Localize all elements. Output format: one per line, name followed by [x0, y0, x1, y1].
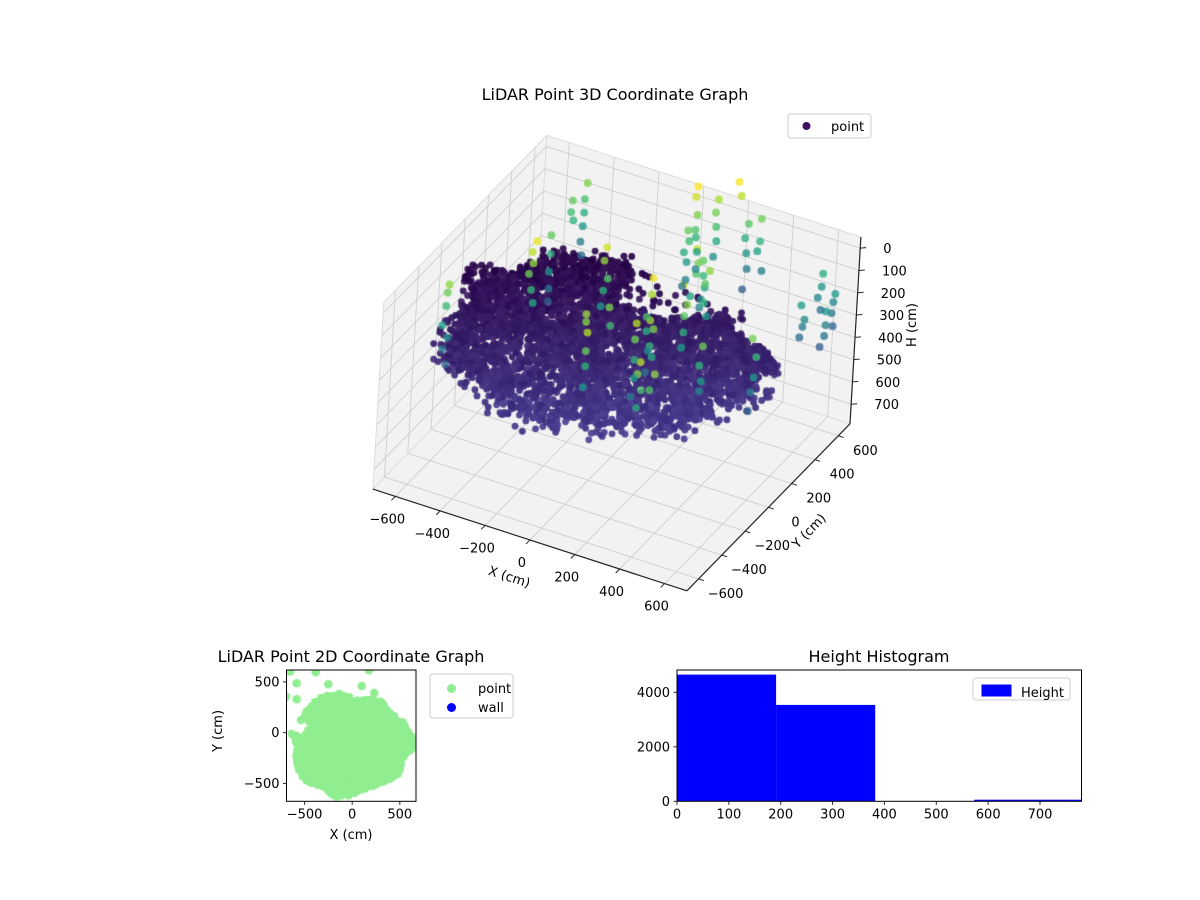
tick-label: 4000 [637, 686, 670, 701]
tick-label: 0 [791, 515, 799, 530]
tick-label: 600 [853, 444, 878, 459]
tick-label: 400 [830, 468, 855, 483]
tick-mark [856, 314, 863, 316]
tick-label: 600 [876, 376, 901, 391]
tick-label: 200 [554, 571, 579, 586]
tick-mark [858, 269, 865, 271]
tick-label: −600 [369, 512, 405, 527]
tick-mark [660, 583, 665, 588]
tick-label: −200 [754, 539, 790, 554]
histogram-title: Height Histogram [809, 647, 950, 666]
tick-mark [838, 435, 844, 438]
tick-mark [814, 459, 821, 462]
tick-label: 0 [271, 726, 279, 741]
histogram-axes-spine [676, 669, 1082, 802]
tick-mark [615, 568, 620, 574]
tick-label: 500 [387, 807, 412, 822]
tick-mark [853, 358, 860, 361]
tick-label: 2000 [637, 740, 670, 755]
plot2d-legend-point-marker [447, 684, 456, 693]
plot3d-title: LiDAR Point 3D Coordinate Graph [482, 85, 749, 104]
tick-label: 600 [644, 600, 669, 615]
plot3d-h-axis-label: H (cm) [905, 303, 920, 347]
tick-mark [745, 530, 751, 534]
plot2d-axes-spine [286, 669, 417, 802]
plot3d-legend: point [787, 113, 872, 139]
tick-mark [857, 291, 864, 294]
plot3d-legend-point-marker [802, 122, 811, 130]
tick-mark [852, 380, 859, 383]
tick-label: 300 [879, 309, 904, 324]
tick-mark [435, 510, 441, 516]
tick-mark [860, 247, 867, 249]
tick-label: 0 [348, 807, 356, 822]
tick-label: 200 [806, 492, 831, 507]
tick-label: 500 [877, 354, 902, 369]
plot2d-x-axis-label: X (cm) [330, 828, 373, 843]
tick-label: 700 [874, 398, 899, 413]
histogram-legend-swatch [981, 684, 1012, 697]
tick-label: 100 [882, 265, 907, 280]
tick-label: 400 [599, 585, 624, 600]
plot2d-ticks: −500 0 500 −500 0 500 [244, 675, 412, 822]
tick-label: 100 [716, 807, 741, 822]
tick-label: −200 [459, 541, 495, 556]
tick-label: 400 [878, 331, 903, 346]
tick-label: 300 [820, 807, 845, 822]
tick-label: 500 [924, 807, 949, 822]
tick-label: −400 [414, 527, 450, 542]
tick-mark [791, 482, 798, 486]
histogram-ticks: 0 100 200 300 400 500 600 700 0 2000 4000 [637, 686, 1053, 823]
tick-mark [855, 336, 862, 338]
plot3d-ticks: −600−400−2000200400600−600−400−200020040… [369, 242, 906, 614]
plot3d-legend-box [787, 113, 872, 139]
tick-mark [391, 495, 396, 501]
tick-mark [570, 554, 576, 559]
tick-label: 0 [673, 807, 681, 822]
tick-label: −500 [244, 777, 280, 792]
plot2d-y-axis-label: Y (cm) [211, 710, 226, 753]
plot2d-legend: point wall [429, 673, 514, 719]
tick-mark [698, 578, 704, 582]
tick-mark [768, 506, 774, 510]
tick-label: −600 [708, 587, 744, 602]
tick-label: 600 [976, 807, 1001, 822]
tick-label: 0 [662, 795, 670, 810]
plot2d-legend-point-label: point [478, 682, 511, 697]
tick-label: 700 [1028, 807, 1053, 822]
histogram-legend: Height [972, 677, 1071, 701]
tick-label: 200 [881, 287, 906, 302]
tick-mark [851, 403, 858, 405]
plot2d-legend-wall-label: wall [478, 701, 504, 716]
histogram-legend-label: Height [1021, 686, 1064, 701]
plot3d-legend-point-label: point [831, 120, 864, 135]
tick-label: 400 [872, 807, 897, 822]
tick-label: 0 [883, 242, 891, 257]
tick-label: −400 [731, 563, 767, 578]
tick-label: 200 [768, 807, 793, 822]
plot2d-title: LiDAR Point 2D Coordinate Graph [218, 647, 485, 666]
tick-mark [480, 525, 486, 530]
tick-mark [525, 539, 531, 545]
tick-label: −500 [287, 807, 323, 822]
plot2d-legend-wall-marker [447, 703, 456, 712]
tick-mark [721, 554, 728, 558]
tick-label: 0 [518, 556, 526, 571]
tick-label: 500 [255, 675, 280, 690]
